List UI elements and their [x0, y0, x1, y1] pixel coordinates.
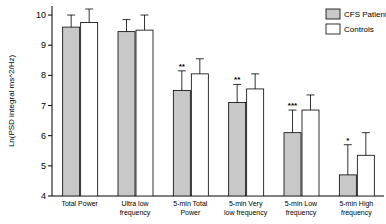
category-line: Total Power — [61, 200, 98, 207]
error-cap — [141, 15, 149, 16]
y-axis-label: Ln(PSD integral ms^2/Hz) — [7, 55, 16, 148]
bar — [191, 74, 208, 196]
error-stem — [89, 9, 90, 23]
category-line: frequency — [341, 209, 372, 217]
y-tick-label: 5 — [41, 161, 46, 171]
error-bar — [233, 84, 241, 102]
significance: ** — [234, 75, 241, 84]
significance: *** — [288, 101, 298, 110]
category-line: Power — [180, 209, 201, 216]
error-bar — [178, 71, 186, 91]
legend: CFS Patients Controls — [326, 9, 386, 34]
error-cap — [67, 15, 75, 16]
significance: ** — [179, 62, 186, 71]
category-label: Ultra low frequency — [120, 200, 151, 217]
legend-swatch — [326, 24, 340, 34]
bar — [357, 155, 374, 196]
error-bar — [362, 133, 370, 156]
bar — [302, 110, 319, 196]
error-cap — [251, 73, 259, 74]
bar — [63, 27, 80, 196]
category-line: 5-min Total — [173, 200, 208, 207]
error-bar — [123, 20, 131, 32]
error-bar — [307, 95, 315, 110]
y-tick-label: 7 — [41, 101, 46, 111]
error-stem — [71, 15, 72, 27]
y-tick — [48, 165, 52, 166]
error-stem — [365, 133, 366, 156]
y-tick-label: 4 — [41, 191, 46, 201]
y-tick — [48, 196, 52, 197]
y-tick — [48, 15, 52, 16]
category-line: 5-min Very — [229, 200, 263, 208]
category-line: 5-min High — [339, 200, 373, 208]
category-line: Ultra low — [121, 200, 149, 207]
error-cap — [362, 132, 370, 133]
error-bar — [344, 145, 352, 175]
y-tick-label: 8 — [41, 70, 46, 80]
category-label: 5-min Low frequency — [285, 200, 318, 217]
bar — [81, 23, 98, 196]
category-line: 5-min Low — [285, 200, 318, 207]
significance: * — [346, 136, 350, 145]
error-bar — [196, 59, 204, 74]
category-label: Total Power — [61, 200, 98, 207]
bar — [247, 89, 264, 196]
x-axis — [52, 196, 384, 197]
bar — [173, 90, 190, 196]
error-stem — [181, 71, 182, 91]
error-cap — [85, 9, 93, 10]
chart-container: 4 5 6 7 8 9 10 Ln(PSD integral ms^2/Hz) Total Po… — [0, 0, 386, 224]
y-axis — [52, 6, 53, 196]
category-line: frequency — [120, 209, 151, 217]
error-bar — [289, 110, 297, 133]
chart-svg: 4 5 6 7 8 9 10 Ln(PSD integral ms^2/Hz) Total Po… — [0, 0, 386, 224]
bar — [136, 30, 153, 196]
y-tick — [48, 105, 52, 106]
y-tick — [48, 75, 52, 76]
bars — [63, 9, 375, 196]
bar — [118, 32, 135, 196]
category-line: low frequency — [224, 209, 268, 217]
y-tick-label: 6 — [41, 131, 46, 141]
error-cap — [196, 58, 204, 59]
error-bar — [141, 15, 149, 30]
category-line: frequency — [286, 209, 317, 217]
legend-label: Controls — [344, 25, 374, 34]
annotations: ******** — [179, 62, 351, 145]
bar — [229, 103, 246, 196]
bar — [284, 133, 301, 196]
error-stem — [126, 20, 127, 32]
error-cap — [307, 94, 315, 95]
category-label: 5-min Verylow frequency — [224, 200, 268, 217]
error-cap — [123, 19, 131, 20]
y-tick-label: 9 — [41, 40, 46, 50]
error-stem — [237, 84, 238, 102]
error-bar — [251, 74, 259, 89]
error-stem — [310, 95, 311, 110]
category-label: 5-min Total Power — [173, 200, 208, 216]
y-tick — [48, 45, 52, 46]
y-tick-label: 10 — [36, 10, 46, 20]
category-label: 5-min Highfrequency — [339, 200, 373, 217]
error-stem — [144, 15, 145, 30]
y-tick — [48, 135, 52, 136]
bar — [339, 175, 356, 196]
legend-swatch — [326, 9, 340, 19]
error-stem — [199, 59, 200, 74]
error-stem — [347, 145, 348, 175]
error-stem — [255, 74, 256, 89]
error-stem — [292, 110, 293, 133]
legend-label: CFS Patients — [344, 10, 386, 19]
error-bar — [85, 9, 93, 23]
error-bar — [67, 15, 75, 27]
